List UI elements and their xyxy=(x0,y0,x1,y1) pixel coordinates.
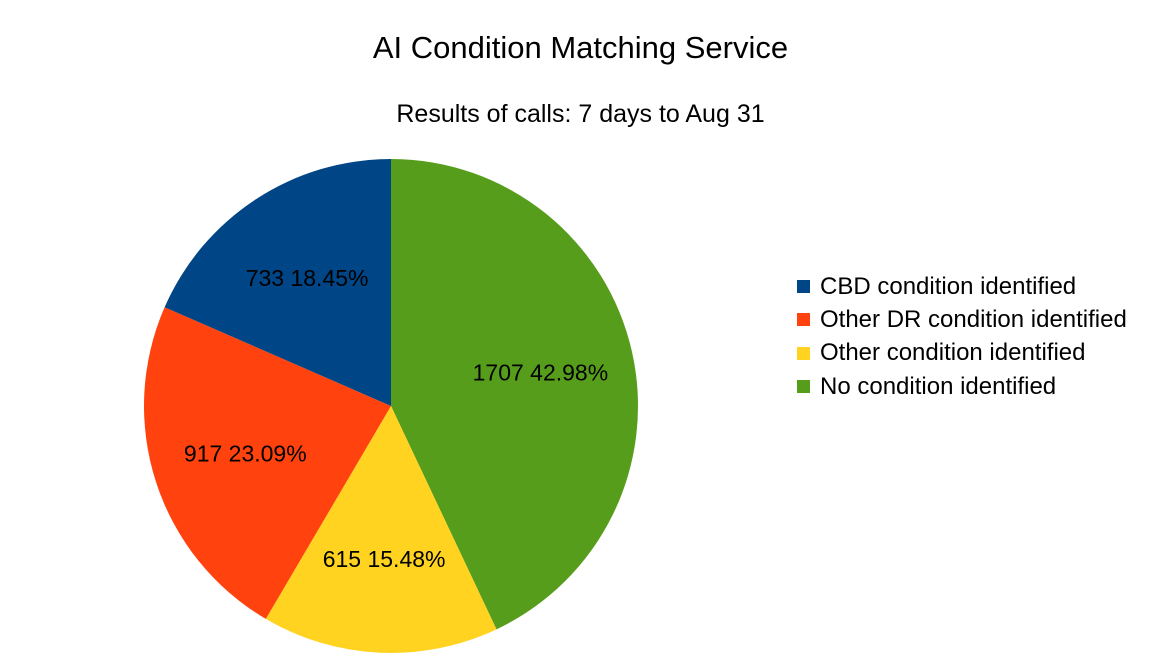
chart-title: AI Condition Matching Service xyxy=(372,30,789,65)
legend: CBD condition identified Other DR condit… xyxy=(797,270,1127,403)
pie-slice xyxy=(164,159,391,406)
pie-slice xyxy=(265,406,497,653)
legend-label: CBD condition identified xyxy=(820,272,1077,300)
pie-labels: 1707 42.98% 615 15.48% 917 23.09% 733 18.45… xyxy=(184,265,608,572)
pie-slices xyxy=(144,159,638,653)
legend-item: No condition identified xyxy=(797,370,1127,403)
slice-data-label: 733 18.45% xyxy=(246,265,369,291)
legend-label: Other DR condition identified xyxy=(820,305,1127,333)
slice-data-label: 917 23.09% xyxy=(184,440,307,466)
legend-swatch xyxy=(797,280,810,294)
chart-subtitle: Results of calls: 7 days to Aug 31 xyxy=(396,100,765,128)
pie-slice xyxy=(144,307,391,619)
legend-item: Other condition identified xyxy=(797,337,1127,370)
legend-item: CBD condition identified xyxy=(797,270,1127,303)
legend-swatch xyxy=(797,313,810,327)
slice-data-label: 1707 42.98% xyxy=(473,360,609,386)
legend-swatch xyxy=(797,346,810,360)
legend-item: Other DR condition identified xyxy=(797,303,1127,336)
legend-label: No condition identified xyxy=(820,372,1057,400)
slice-data-label: 615 15.48% xyxy=(323,546,446,572)
pie-slice xyxy=(391,159,638,630)
legend-swatch xyxy=(797,380,810,394)
legend-label: Other condition identified xyxy=(820,339,1086,367)
